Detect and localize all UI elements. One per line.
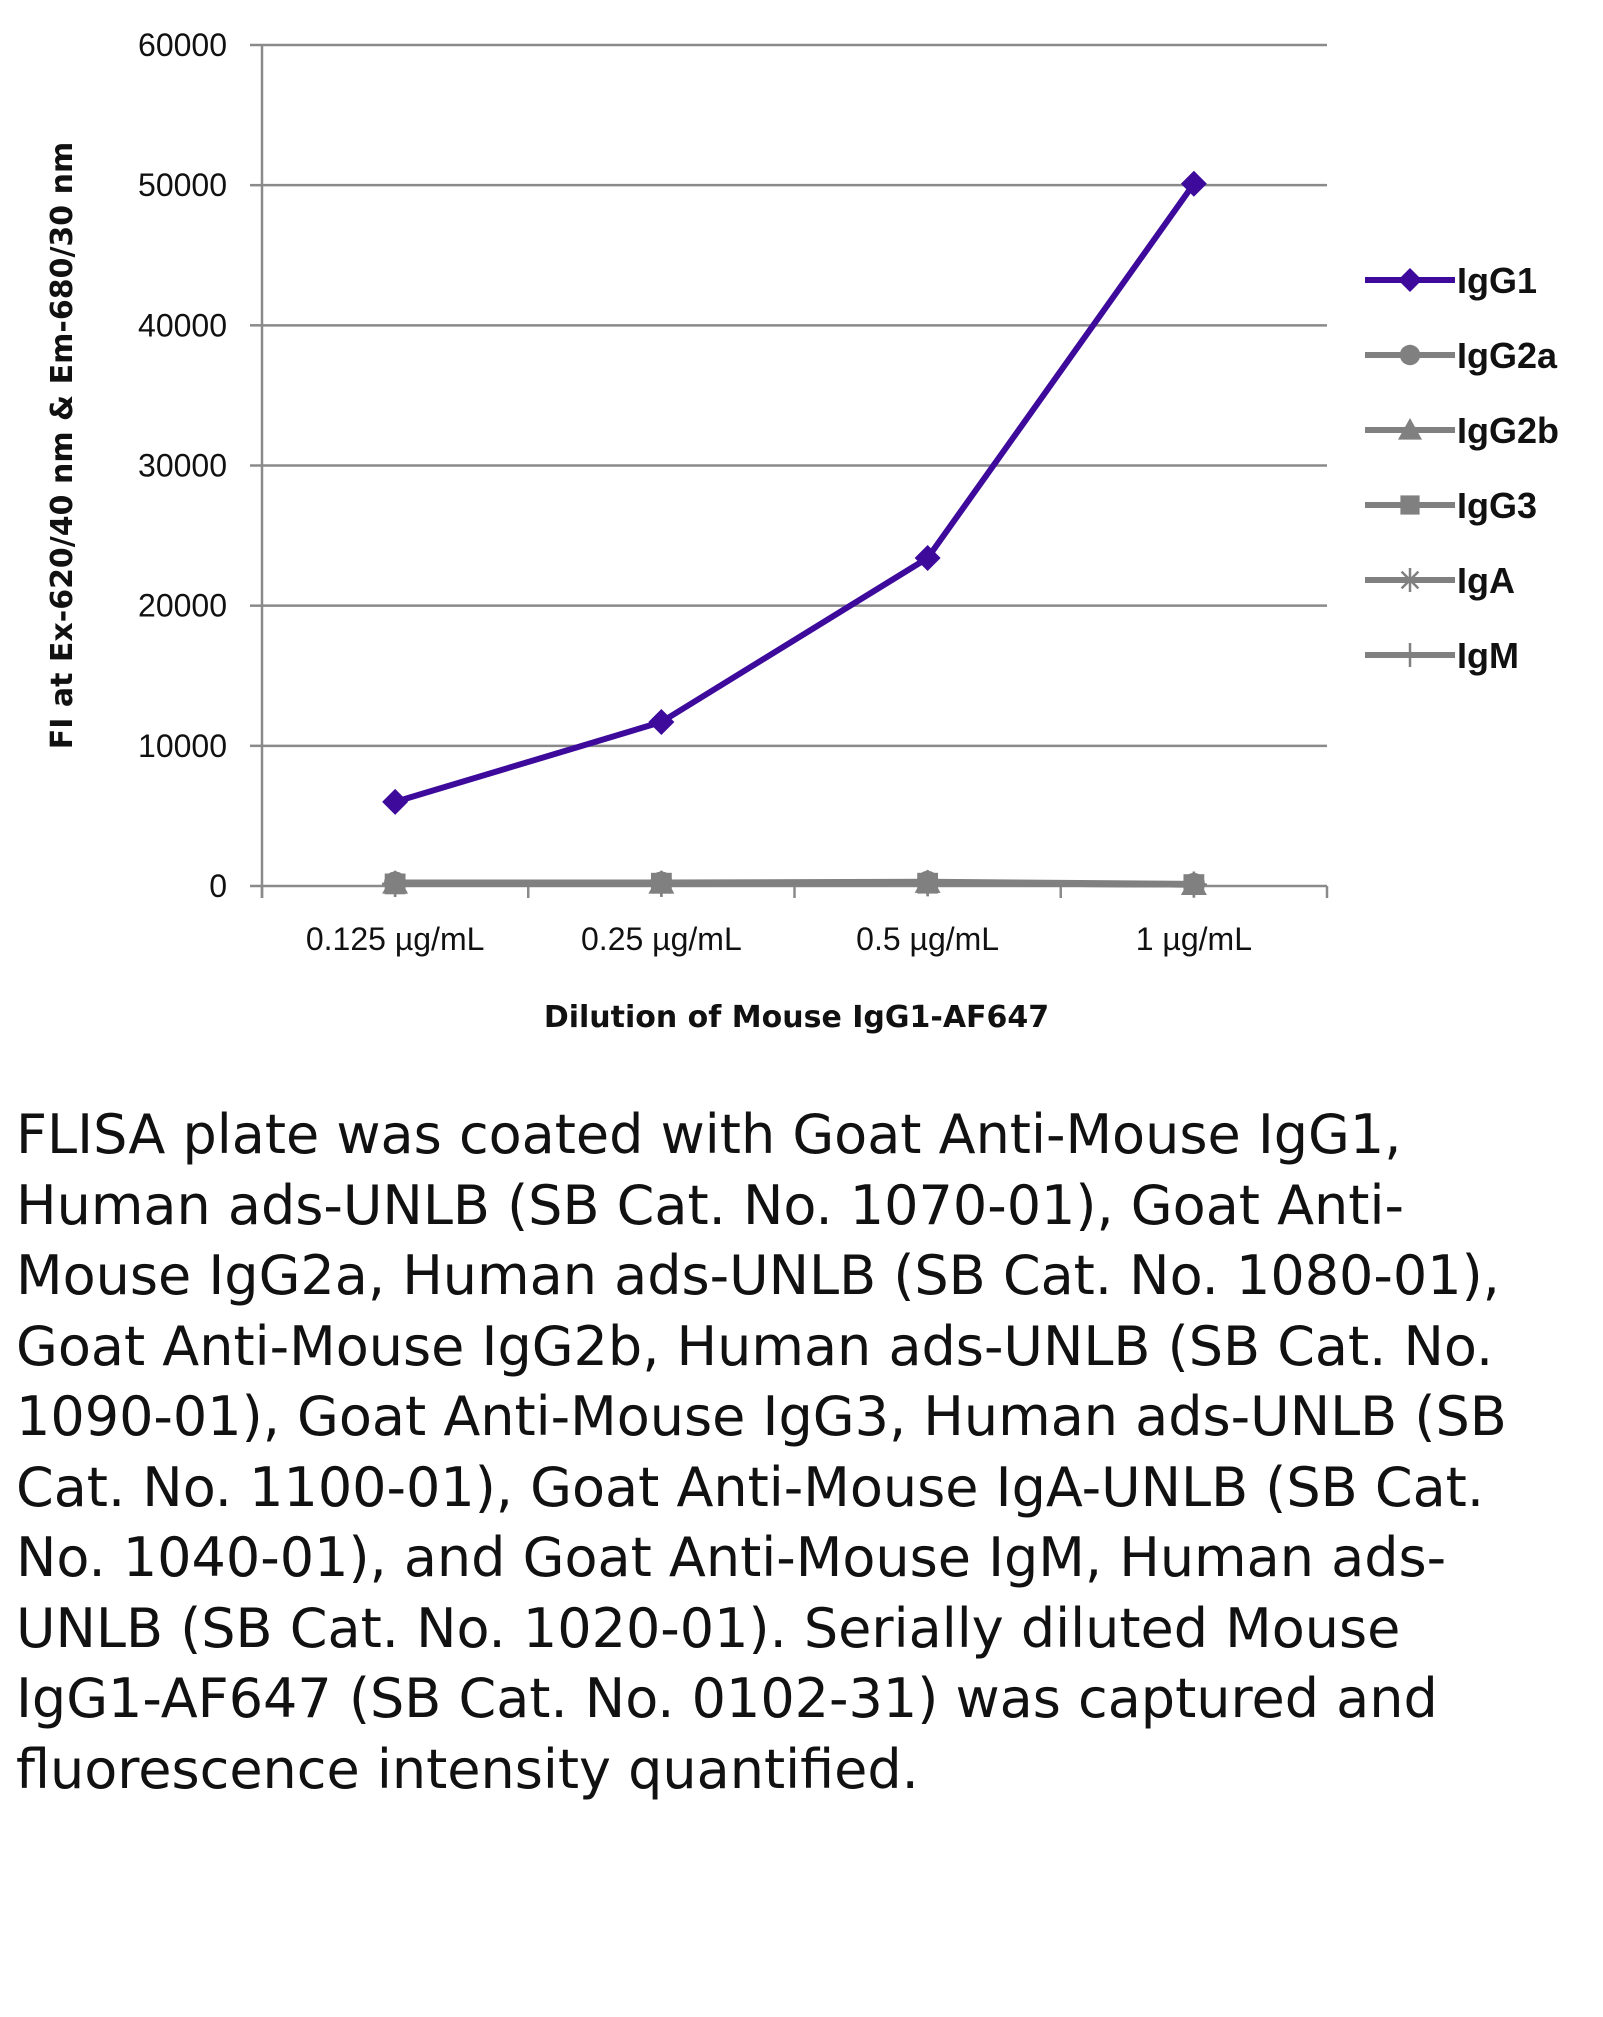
y-axis-title: FI at Ex-620/40 nm & Em-680/30 nm <box>45 142 80 749</box>
data-point-igg1 <box>1180 170 1207 197</box>
data-point-igg1 <box>382 788 409 815</box>
legend-marker-igg2a-icon <box>1399 344 1421 366</box>
x-tick-label: 1 µg/mL <box>1136 921 1252 957</box>
y-tick-label: 10000 <box>138 728 227 764</box>
legend-marker-iga-icon <box>1398 568 1422 592</box>
series-line-igg1 <box>394 182 1197 805</box>
data-point-igg2a <box>916 870 939 893</box>
x-tick-label: 0.25 µg/mL <box>581 921 742 957</box>
x-tick-label: 0.5 µg/mL <box>856 921 999 957</box>
data-point-igg1 <box>914 545 941 572</box>
y-tick-label: 60000 <box>138 27 227 63</box>
figure-caption: FLISA plate was coated with Goat Anti-Mo… <box>16 1103 1507 1801</box>
legend-marker-igg3-icon <box>1400 495 1420 515</box>
legend-label-iga: IgA <box>1457 560 1515 601</box>
legend-label-igg2b: IgG2b <box>1457 410 1559 451</box>
y-tick-label: 0 <box>209 868 227 904</box>
legend-marker-igg1-icon <box>1398 268 1422 292</box>
data-point-igg2a <box>384 871 407 894</box>
legend-marker-igg2b-icon <box>1398 418 1422 440</box>
y-tick-label: 30000 <box>138 448 227 484</box>
y-tick-label: 20000 <box>138 588 227 624</box>
y-tick-label: 40000 <box>138 307 227 343</box>
legend-label-igg2a: IgG2a <box>1457 335 1558 376</box>
line-chart: 0 10000 20000 30000 40000 50000 60000 0.125 µg/… <box>45 27 1559 1035</box>
x-tick-label: 0.125 µg/mL <box>306 921 485 957</box>
y-tick-label: 50000 <box>138 167 227 203</box>
x-axis-title: Dilution of Mouse IgG1-AF647 <box>544 1000 1049 1035</box>
data-point-igg2a <box>650 871 673 894</box>
legend-label-igm: IgM <box>1457 635 1519 676</box>
legend-label-igg3: IgG3 <box>1457 485 1537 526</box>
data-point-igg2a <box>1182 872 1205 895</box>
data-point-igg1 <box>648 709 675 736</box>
legend-marker-igm-icon <box>1398 643 1422 667</box>
series-line-igg2a <box>395 878 1194 887</box>
legend-label-igg1: IgG1 <box>1457 260 1537 301</box>
